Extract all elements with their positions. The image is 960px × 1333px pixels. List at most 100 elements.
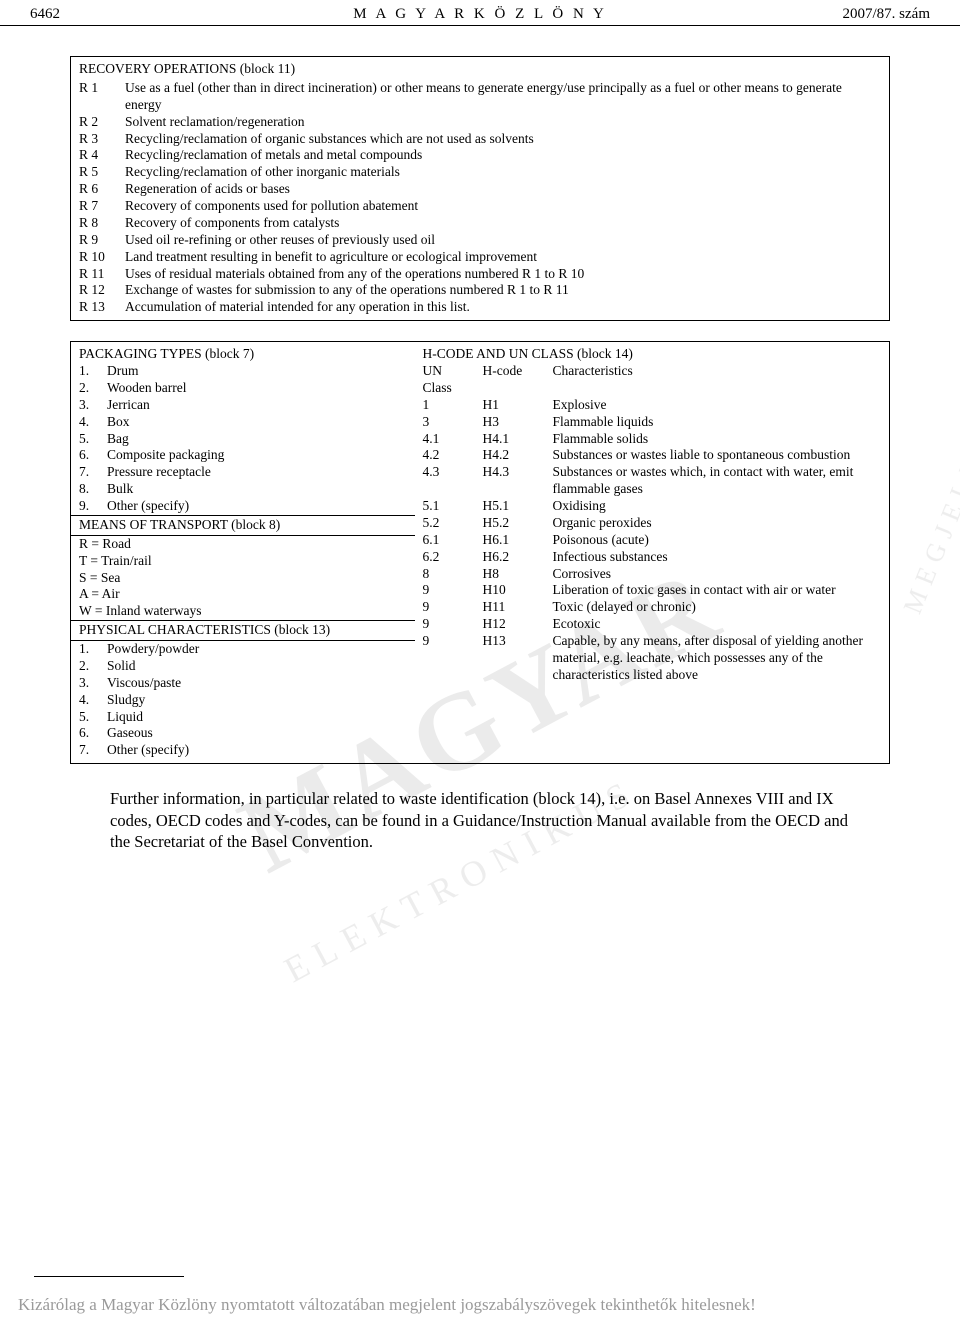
- hcode-unclass: 8: [423, 566, 483, 583]
- packaging-text: Box: [107, 414, 130, 431]
- page-title: M A G Y A R K Ö Z L Ö N Y: [353, 6, 607, 23]
- hcode-unclass: 6.1: [423, 532, 483, 549]
- hcode-row: 6.2H6.2Infectious substances: [423, 549, 881, 566]
- physical-text: Liquid: [107, 709, 143, 726]
- hcode-code: H6.2: [483, 549, 553, 566]
- recovery-desc: Accumulation of material intended for an…: [125, 299, 881, 316]
- recovery-row: R 2Solvent reclamation/regeneration: [79, 114, 881, 131]
- packaging-title: PACKAGING TYPES (block 7): [79, 346, 407, 363]
- hcode-char: Flammable liquids: [553, 414, 881, 431]
- hcode-unclass: 6.2: [423, 549, 483, 566]
- recovery-desc: Solvent reclamation/regeneration: [125, 114, 881, 131]
- hcode-header-unclass: UNClass: [423, 363, 483, 397]
- recovery-desc: Recycling/reclamation of metals and meta…: [125, 147, 881, 164]
- recovery-code: R 4: [79, 147, 125, 164]
- recovery-desc: Land treatment resulting in benefit to a…: [125, 249, 881, 266]
- recovery-operations-box: RECOVERY OPERATIONS (block 11) R 1Use as…: [70, 56, 890, 321]
- physical-row: 2.Solid: [79, 658, 407, 675]
- page-number: 6462: [30, 6, 60, 23]
- recovery-row: R 13Accumulation of material intended fo…: [79, 299, 881, 316]
- hcode-code: H5.1: [483, 498, 553, 515]
- physical-text: Gaseous: [107, 725, 153, 742]
- recovery-code: R 1: [79, 80, 125, 114]
- hcode-unclass: 4.2: [423, 447, 483, 464]
- recovery-row: R 12Exchange of wastes for submission to…: [79, 282, 881, 299]
- hcode-row: 4.2H4.2Substances or wastes liable to sp…: [423, 447, 881, 464]
- left-column: PACKAGING TYPES (block 7) 1.Drum2.Wooden…: [71, 342, 415, 763]
- physical-num: 7.: [79, 742, 107, 759]
- recovery-row: R 7Recovery of components used for pollu…: [79, 198, 881, 215]
- packaging-row: 5.Bag: [79, 431, 407, 448]
- hcode-char: Substances or wastes which, in contact w…: [553, 464, 881, 498]
- transport-row: R = Road: [79, 536, 407, 553]
- packaging-text: Composite packaging: [107, 447, 224, 464]
- transport-row: W = Inland waterways: [79, 603, 407, 620]
- hcode-row: 9H11Toxic (delayed or chronic): [423, 599, 881, 616]
- recovery-desc: Use as a fuel (other than in direct inci…: [125, 80, 881, 114]
- physical-text: Solid: [107, 658, 136, 675]
- hcode-unclass: 9: [423, 633, 483, 684]
- further-info-paragraph: Further information, in particular relat…: [70, 788, 890, 852]
- hcode-unclass: 9: [423, 582, 483, 599]
- packaging-num: 8.: [79, 481, 107, 498]
- packaging-num: 1.: [79, 363, 107, 380]
- physical-title: PHYSICAL CHARACTERISTICS (block 13): [71, 620, 415, 641]
- physical-row: 4.Sludgy: [79, 692, 407, 709]
- recovery-code: R 5: [79, 164, 125, 181]
- hcode-unclass: 5.2: [423, 515, 483, 532]
- recovery-row: R 4Recycling/reclamation of metals and m…: [79, 147, 881, 164]
- hcode-code: H4.3: [483, 464, 553, 498]
- footer-disclaimer: Kizárólag a Magyar Közlöny nyomtatott vá…: [18, 1295, 960, 1315]
- recovery-desc: Regeneration of acids or bases: [125, 181, 881, 198]
- hcode-char: Capable, by any means, after disposal of…: [553, 633, 881, 684]
- recovery-row: R 10Land treatment resulting in benefit …: [79, 249, 881, 266]
- packaging-num: 4.: [79, 414, 107, 431]
- hcode-row: 5.2H5.2Organic peroxides: [423, 515, 881, 532]
- hcode-row: 4.1H4.1Flammable solids: [423, 431, 881, 448]
- packaging-text: Bag: [107, 431, 129, 448]
- hcode-row: 5.1H5.1Oxidising: [423, 498, 881, 515]
- hcode-code: H3: [483, 414, 553, 431]
- packaging-text: Wooden barrel: [107, 380, 187, 397]
- hcode-code: H4.1: [483, 431, 553, 448]
- hcode-row: 1H1Explosive: [423, 397, 881, 414]
- packaging-row: 2.Wooden barrel: [79, 380, 407, 397]
- packaging-num: 7.: [79, 464, 107, 481]
- recovery-desc: Exchange of wastes for submission to any…: [125, 282, 881, 299]
- physical-row: 1.Powdery/powder: [79, 641, 407, 658]
- physical-num: 2.: [79, 658, 107, 675]
- hcode-unclass: 4.1: [423, 431, 483, 448]
- physical-row: 6.Gaseous: [79, 725, 407, 742]
- hcode-row: 8H8Corrosives: [423, 566, 881, 583]
- recovery-code: R 12: [79, 282, 125, 299]
- hcode-char: Flammable solids: [553, 431, 881, 448]
- hcode-row: 3H3Flammable liquids: [423, 414, 881, 431]
- recovery-row: R 8Recovery of components from catalysts: [79, 215, 881, 232]
- hcode-row: 9H13Capable, by any means, after disposa…: [423, 633, 881, 684]
- recovery-desc: Recovery of components from catalysts: [125, 215, 881, 232]
- physical-num: 3.: [79, 675, 107, 692]
- hcode-char: Explosive: [553, 397, 881, 414]
- recovery-code: R 7: [79, 198, 125, 215]
- recovery-desc: Uses of residual materials obtained from…: [125, 266, 881, 283]
- physical-num: 4.: [79, 692, 107, 709]
- packaging-row: 9.Other (specify): [79, 498, 407, 515]
- packaging-num: 6.: [79, 447, 107, 464]
- hcode-code: H10: [483, 582, 553, 599]
- recovery-code: R 11: [79, 266, 125, 283]
- packaging-num: 3.: [79, 397, 107, 414]
- hcode-unclass: 3: [423, 414, 483, 431]
- recovery-row: R 3Recycling/reclamation of organic subs…: [79, 131, 881, 148]
- packaging-row: 6.Composite packaging: [79, 447, 407, 464]
- hcode-header-row: UNClass H-code Characteristics: [423, 363, 881, 397]
- packaging-text: Pressure receptacle: [107, 464, 211, 481]
- physical-row: 5.Liquid: [79, 709, 407, 726]
- packaging-num: 5.: [79, 431, 107, 448]
- recovery-row: R 6Regeneration of acids or bases: [79, 181, 881, 198]
- packaging-row: 4.Box: [79, 414, 407, 431]
- codes-box: PACKAGING TYPES (block 7) 1.Drum2.Wooden…: [70, 341, 890, 764]
- hcode-header-hcode: H-code: [483, 363, 553, 397]
- recovery-desc: Used oil re-refining or other reuses of …: [125, 232, 881, 249]
- hcode-code: H11: [483, 599, 553, 616]
- physical-num: 5.: [79, 709, 107, 726]
